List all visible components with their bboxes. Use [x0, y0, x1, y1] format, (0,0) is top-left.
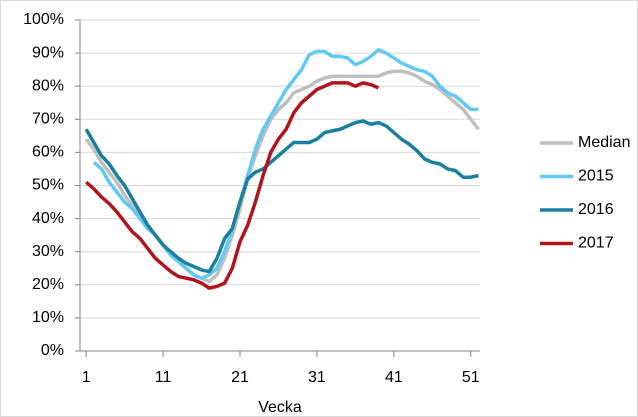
x-tick-label: 41 [385, 369, 403, 386]
y-tick-label: 90% [32, 44, 64, 61]
legend-label: 2017 [578, 235, 614, 252]
x-axis-label: Vecka [258, 399, 302, 416]
y-tick-label: 100% [23, 11, 64, 28]
y-tick-label: 70% [32, 111, 64, 128]
x-tick-label: 51 [462, 369, 480, 386]
y-tick-label: 10% [32, 309, 64, 326]
legend-label: Median [578, 134, 630, 151]
x-tick-label: 1 [82, 369, 91, 386]
y-tick-label: 40% [32, 210, 64, 227]
y-tick-label: 30% [32, 243, 64, 260]
x-tick-label: 31 [308, 369, 326, 386]
y-tick-label: 0% [41, 342, 64, 359]
y-tick-label: 50% [32, 177, 64, 194]
legend-label: 2016 [578, 201, 614, 218]
x-tick-label: 11 [155, 369, 172, 386]
y-tick-label: 80% [32, 77, 64, 94]
y-tick-label: 60% [32, 144, 64, 161]
y-tick-label: 20% [32, 276, 64, 293]
series-line [85, 81, 380, 290]
series-line [84, 119, 479, 274]
legend-label: 2015 [578, 168, 614, 185]
x-tick-label: 21 [231, 369, 249, 386]
